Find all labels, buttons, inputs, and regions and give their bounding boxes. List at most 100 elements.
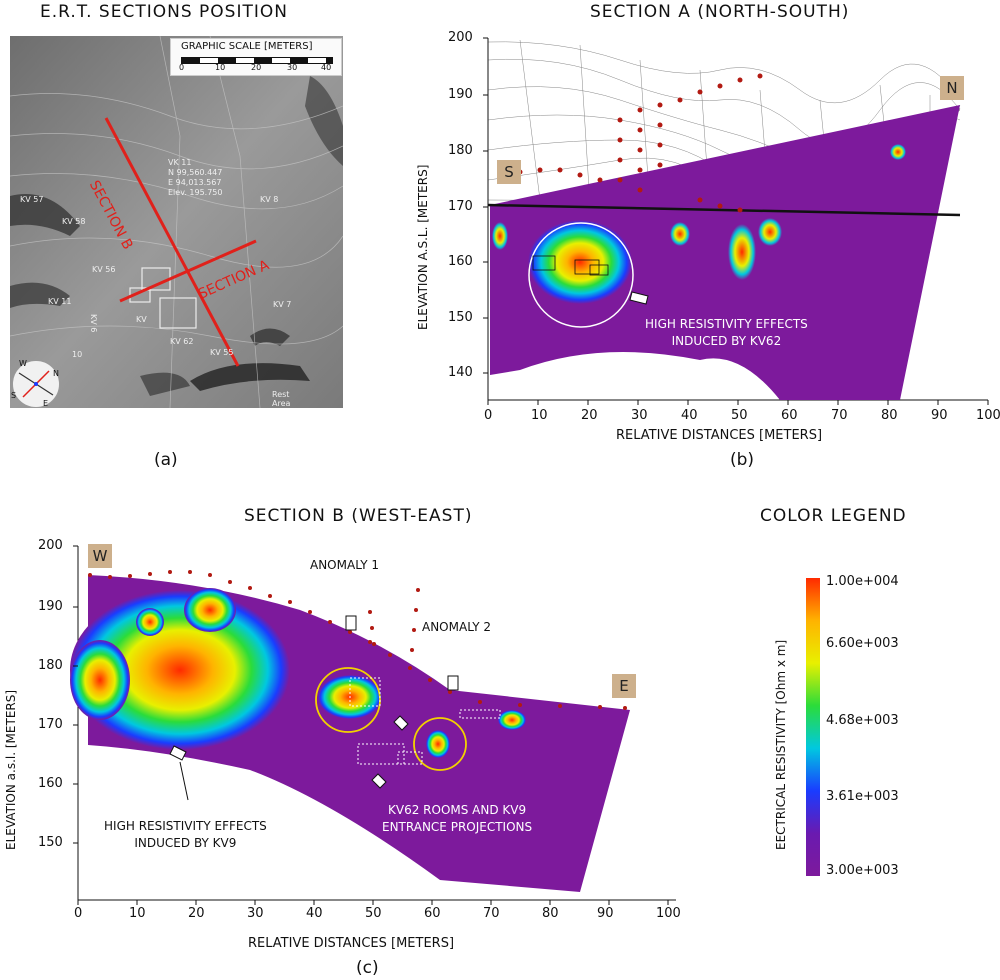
y-tick-label: 150 [448,310,473,325]
kv62-effects-annotation: HIGH RESISTIVITY EFFECTS INDUCED BY KV62 [645,316,808,350]
site-map-drawing [10,36,343,408]
y-tick-label: 150 [38,835,63,850]
y-tick-label: 140 [448,365,473,380]
scale-tick: 30 [287,63,298,72]
legend-value: 3.61e+003 [826,789,899,804]
anomaly-blob [758,218,782,246]
y-tick-label: 180 [448,143,473,158]
compass-s: S [11,391,17,400]
x-tick-label: 50 [731,408,748,423]
panel-b-y-axis-label: ELEVATION A.S.L. [METERS] [416,164,430,330]
x-tick-label: 20 [188,906,205,921]
panel-b-label: (b) [730,450,755,470]
panel-a-title: E.R.T. SECTIONS POSITION [40,2,288,22]
anomaly-2-blob [426,730,450,758]
kv62-anomaly [528,220,632,304]
y-tick-label: 190 [448,87,473,102]
y-tick-label: 200 [38,538,63,553]
tomb-label: KV [136,315,147,324]
anomaly-blob [70,640,130,720]
rest-area-line: Area [272,399,291,408]
section-b-plot [70,545,676,905]
point-info-line: VK 11 [168,158,192,167]
legend-value: 1.00e+004 [826,574,899,589]
x-tick-label: 40 [306,906,323,921]
graphic-scale: GRAPHIC SCALE [METERS] 0 10 20 30 40 [170,38,342,76]
tick-marks [73,545,669,905]
x-tick-label: 30 [247,906,264,921]
x-tick-label: 10 [531,408,548,423]
y-tick-label: 160 [38,776,63,791]
annotation-line: HIGH RESISTIVITY EFFECTS [104,819,267,833]
scale-bar [181,57,333,64]
tomb-label: KV 7 [273,300,292,309]
x-tick-label: 50 [365,906,382,921]
anomaly-blob [670,222,690,246]
legend-title: COLOR LEGEND [760,506,907,526]
west-marker: W [88,544,112,568]
section-a-plot [483,37,989,405]
anomaly-blob [492,222,508,250]
scale-title: GRAPHIC SCALE [METERS] [181,41,313,52]
point-info-line: E 94,013.567 [168,178,222,187]
legend-value: 6.60e+003 [826,636,899,651]
tomb-label: 10 [72,350,83,359]
annotation-line: KV62 ROOMS AND KV9 [388,803,527,817]
scale-tick: 10 [215,63,226,72]
tomb-label: KV 57 [20,195,44,204]
x-tick-label: 40 [681,408,698,423]
tomb-label: KV 55 [210,348,234,357]
tomb-label: KV 58 [62,217,86,226]
y-tick-label: 180 [38,658,63,673]
tomb-projection-dots [517,73,763,213]
tomb-label: KV 8 [260,195,279,204]
tomb-label: KV 11 [48,297,72,306]
section-a-resistivity-body [490,105,960,400]
y-tick-label: 160 [448,254,473,269]
anomaly-blob [728,224,756,280]
rest-area-line: Rest [272,390,290,399]
x-tick-label: 90 [597,906,614,921]
panel-c-label: (c) [356,958,379,978]
surface-dots [88,570,627,710]
kv9-anomaly [70,590,290,750]
annotation-line: HIGH RESISTIVITY EFFECTS [645,317,808,331]
y-tick-label: 170 [38,717,63,732]
panel-b-x-axis-label: RELATIVE DISTANCES [METERS] [616,428,823,443]
tick-marks [483,37,989,405]
legend-value: 3.00e+003 [826,863,899,878]
panel-c-title: SECTION B (WEST-EAST) [244,506,473,526]
y-tick-label: 200 [448,30,473,45]
kv62-rooms-annotation: KV62 ROOMS AND KV9 ENTRANCE PROJECTIONS [382,802,532,836]
panel-c-x-axis-label: RELATIVE DISTANCES [METERS] [248,936,455,951]
x-tick-label: 100 [976,408,1000,423]
color-legend-bar [806,578,820,876]
x-tick-label: 10 [129,906,146,921]
anomaly-1-label: ANOMALY 1 [310,558,380,572]
x-tick-label: 0 [74,906,83,921]
compass-n: N [53,369,59,378]
panel-a-label: (a) [154,450,178,470]
pointer-line [179,761,189,801]
scale-tick: 0 [179,63,185,72]
annotation-line: ENTRANCE PROJECTIONS [382,820,533,834]
annotation-line: INDUCED BY KV9 [134,836,237,850]
panel-c-y-axis-label: ELEVATION a.s.l. [METERS] [4,689,18,850]
panel-b-title: SECTION A (NORTH-SOUTH) [590,2,850,22]
rest-area-label: Rest Area [272,390,290,408]
south-marker: S [497,160,521,184]
y-tick-label: 170 [448,199,473,214]
anomaly-blob [136,608,164,636]
y-tick-label: 190 [38,599,63,614]
pointing-hand-icon [629,291,649,305]
x-tick-label: 30 [631,408,648,423]
compass-rose: W N S E [11,359,60,408]
x-tick-label: 60 [781,408,798,423]
east-marker: E [612,674,636,698]
surface-line [487,203,961,217]
tomb-label: KV 56 [92,265,116,274]
anomaly-blob [184,588,236,632]
site-map [10,36,343,408]
tomb-label: KV 62 [170,337,194,346]
x-tick-label: 80 [881,408,898,423]
